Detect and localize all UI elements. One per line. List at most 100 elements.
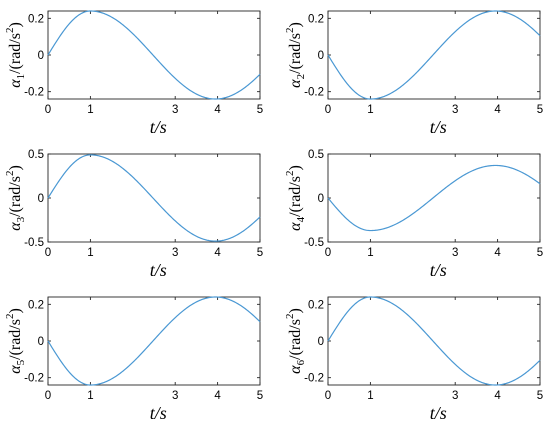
series-line [327, 164, 541, 232]
y-tick-label: 0 [318, 193, 324, 205]
x-tick-label: 3 [172, 247, 178, 259]
y-label-superscript: 2 [4, 28, 16, 34]
x-tick-label: 1 [367, 104, 373, 116]
x-tick-label: 5 [537, 247, 543, 259]
y-label-unit: /(rad/s [287, 319, 304, 360]
x-tick-label: 3 [172, 390, 178, 402]
y-tick-label: 0 [38, 50, 44, 62]
y-axis-label: α5/(rad/s2) [4, 308, 27, 374]
x-tick-label: 0 [325, 390, 331, 402]
y-tick-label: -0.2 [304, 373, 324, 385]
series-line [47, 296, 261, 386]
x-tick-label: 0 [325, 247, 331, 259]
y-label-subscript: 3 [15, 216, 27, 222]
x-tick-label: 4 [494, 390, 501, 402]
x-tick-label: 3 [452, 247, 458, 259]
x-tick-label: 4 [214, 390, 221, 402]
x-tick-label: 0 [45, 390, 51, 402]
y-tick-label: -0.2 [304, 87, 324, 99]
y-label-superscript: 2 [284, 171, 296, 177]
y-label-unit: /(rad/s [287, 33, 304, 74]
y-label-superscript: 2 [284, 314, 296, 320]
y-label-subscript: 4 [295, 216, 307, 222]
x-tick-label: 4 [494, 104, 501, 116]
y-label-close: ) [287, 22, 304, 27]
x-tick-label: 0 [45, 247, 51, 259]
x-tick-label: 0 [45, 104, 51, 116]
x-axis-label: t/s [430, 260, 447, 280]
y-label-close: ) [287, 165, 304, 170]
axes-box [327, 10, 541, 100]
y-label-symbol: α [7, 79, 24, 88]
x-tick-label: 1 [367, 247, 373, 259]
y-label-close: ) [7, 308, 24, 313]
x-tick-label: 5 [257, 247, 263, 259]
x-tick-label: 0 [325, 104, 331, 116]
y-axis-label: α6/(rad/s2) [284, 308, 307, 374]
x-tick-label: 1 [367, 390, 373, 402]
y-label-close: ) [7, 22, 24, 27]
x-axis-label: t/s [150, 403, 167, 421]
axes-box [327, 296, 541, 386]
y-tick-label: 0 [38, 193, 44, 205]
y-axis-label: α4/(rad/s2) [284, 165, 307, 231]
y-label-unit: /(rad/s [287, 176, 304, 217]
y-label-superscript: 2 [284, 28, 296, 34]
x-tick-label: 3 [452, 104, 458, 116]
y-tick-label: 0 [318, 336, 324, 348]
y-label-unit: /(rad/s [7, 176, 24, 217]
y-label-unit: /(rad/s [7, 319, 24, 360]
y-label-unit: /(rad/s [7, 33, 24, 74]
y-label-close: ) [7, 165, 24, 170]
y-tick-label: -0.2 [24, 87, 44, 99]
y-label-subscript: 6 [295, 359, 307, 365]
x-tick-label: 3 [172, 104, 178, 116]
x-tick-label: 5 [257, 104, 263, 116]
y-label-close: ) [287, 308, 304, 313]
y-label-subscript: 2 [295, 74, 307, 80]
y-tick-label: 0 [38, 336, 44, 348]
y-tick-label: 0.5 [308, 149, 324, 161]
panel-4: 0 1 3 4 50.50-0.5t/sα4/(rad/s2) [284, 149, 543, 280]
x-tick-label: 4 [494, 247, 501, 259]
panel-2: 0 1 3 4 50.20-0.2t/sα2/(rad/s2) [284, 10, 543, 137]
x-tick-label: 3 [452, 390, 458, 402]
y-label-superscript: 2 [4, 171, 16, 177]
y-tick-label: 0.2 [28, 13, 44, 25]
y-label-superscript: 2 [4, 314, 16, 320]
y-tick-label: 0.2 [308, 299, 324, 311]
panel-6: 0 1 3 4 50.20-0.2t/sα6/(rad/s2) [284, 296, 543, 421]
y-tick-label: 0 [318, 50, 324, 62]
x-tick-label: 1 [87, 104, 93, 116]
x-tick-label: 5 [257, 390, 263, 402]
y-label-symbol: α [7, 222, 24, 231]
y-tick-label: 0.5 [28, 149, 44, 161]
y-tick-label: -0.5 [304, 237, 324, 249]
x-axis-label: t/s [150, 260, 167, 280]
y-tick-label: 0.2 [308, 13, 324, 25]
x-axis-label: t/s [430, 117, 447, 137]
panel-5: 0 1 3 4 50.20-0.2t/sα5/(rad/s2) [4, 296, 263, 421]
y-label-subscript: 1 [15, 74, 27, 80]
x-tick-label: 5 [537, 104, 543, 116]
series-line [327, 296, 541, 386]
y-label-symbol: α [287, 365, 304, 374]
x-axis-label: t/s [430, 403, 447, 421]
axes-box [47, 10, 261, 100]
x-tick-label: 4 [214, 104, 221, 116]
series-line [47, 154, 261, 242]
y-axis-label: α2/(rad/s2) [284, 22, 307, 88]
panel-3: 0 1 3 4 50.50-0.5t/sα3/(rad/s2) [4, 149, 263, 280]
y-label-symbol: α [287, 79, 304, 88]
x-axis-label: t/s [150, 117, 167, 137]
panel-1: 0 1 3 4 50.20-0.2t/sα1/(rad/s2) [4, 10, 263, 137]
axes-box [47, 296, 261, 386]
y-tick-label: -0.5 [24, 237, 44, 249]
y-tick-label: -0.2 [24, 373, 44, 385]
y-label-symbol: α [287, 222, 304, 231]
y-label-symbol: α [7, 365, 24, 374]
y-axis-label: α3/(rad/s2) [4, 165, 27, 231]
x-tick-label: 1 [87, 247, 93, 259]
axes-box [47, 153, 261, 243]
